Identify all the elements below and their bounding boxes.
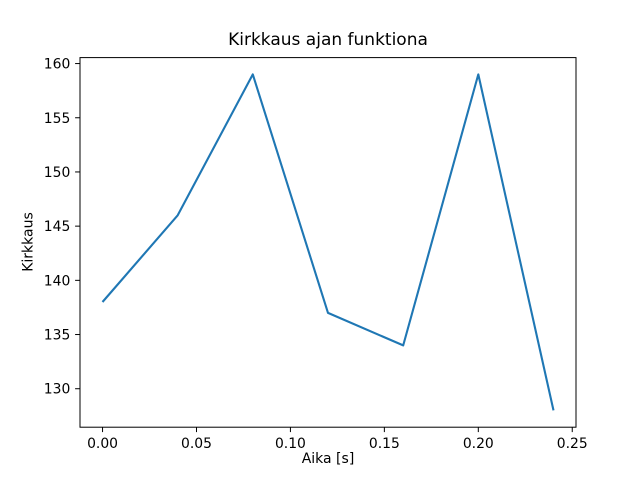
x-axis-label: Aika [s]	[301, 451, 355, 467]
y-tick-label: 150	[44, 165, 71, 181]
y-tick-label: 130	[44, 382, 71, 398]
x-tick-label: 0.15	[369, 436, 400, 452]
x-tick-label: 0.00	[87, 436, 118, 452]
x-tick-label: 0.10	[275, 436, 306, 452]
y-tick-label: 155	[44, 111, 71, 127]
y-tick-label: 140	[44, 273, 71, 289]
data-line	[101, 73, 555, 411]
y-tick-label: 145	[44, 219, 71, 235]
y-axis-label: Kirkkaus	[20, 212, 37, 272]
chart-title: Kirkkaus ajan funktiona	[228, 30, 428, 50]
axes-frame	[79, 57, 577, 428]
y-tick-label: 135	[44, 328, 71, 344]
y-tick-label: 160	[44, 57, 71, 73]
x-tick-label: 0.20	[463, 436, 494, 452]
x-tick-label: 0.05	[181, 436, 212, 452]
x-tick-label: 0.25	[557, 436, 588, 452]
